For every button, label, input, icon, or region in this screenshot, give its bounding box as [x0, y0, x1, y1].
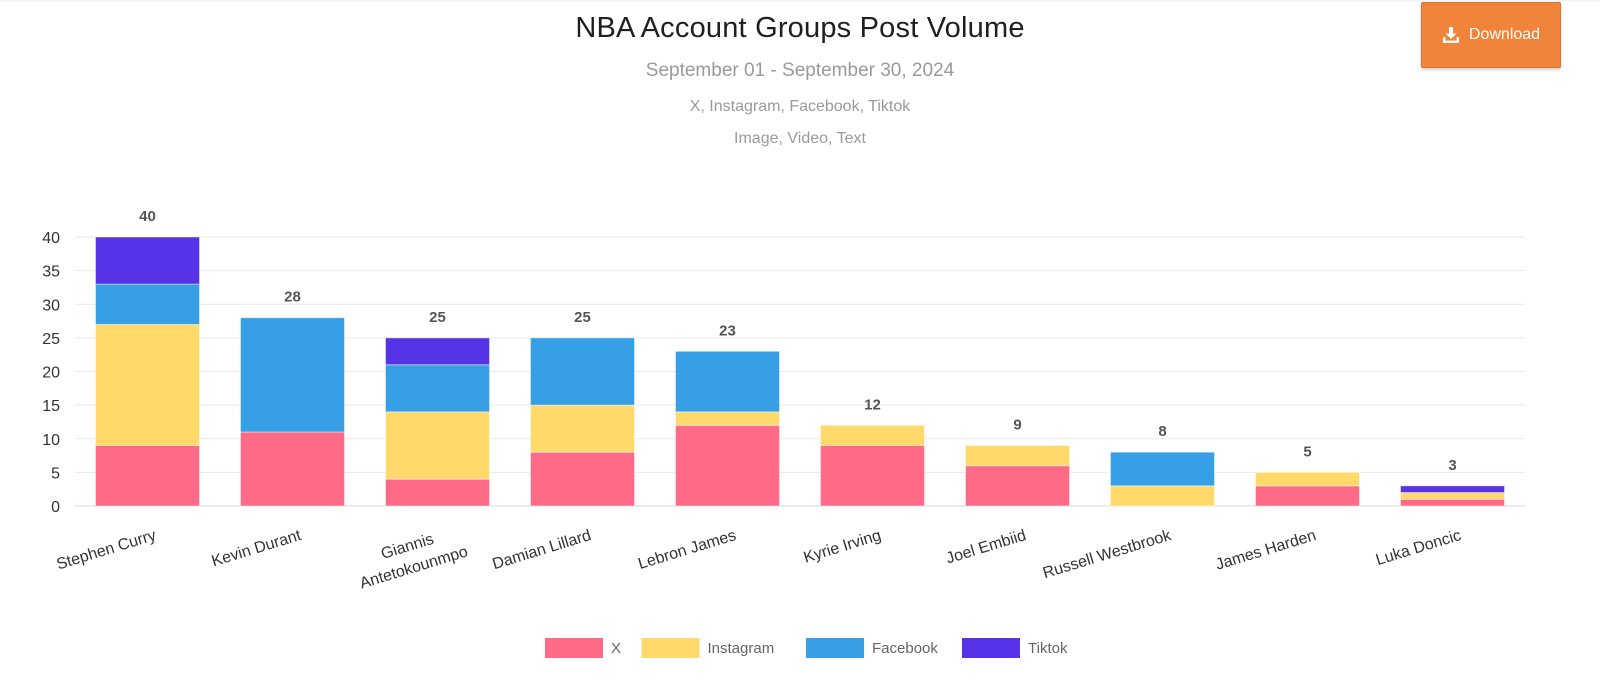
x-tick-label: GiannisAntetokounmpo — [351, 522, 470, 592]
bar-segment-facebook — [1110, 451, 1215, 487]
x-tick-label: Damian Lillard — [490, 527, 593, 573]
bar-segment-instagram — [965, 444, 1070, 467]
legend-label-instagram: Instagram — [708, 640, 775, 657]
bar-segment-facebook — [530, 337, 635, 406]
bar-segment-x — [1400, 498, 1505, 507]
x-tick-label: Luka Doncic — [1374, 527, 1463, 569]
bar-segment-instagram — [530, 404, 635, 453]
legend-swatch-instagram — [641, 638, 700, 658]
bar-segment-facebook — [240, 317, 345, 433]
bar-segment-tiktok — [1400, 485, 1505, 494]
x-tick-label: James Harden — [1214, 527, 1318, 574]
bar-segment-instagram — [820, 424, 925, 446]
x-tick-label: Kevin Durant — [210, 527, 304, 570]
platforms-filter: X, Instagram, Facebook, Tiktok — [689, 98, 911, 115]
x-tick-label: Kyrie Irving — [802, 527, 884, 567]
y-tick-label: 10 — [42, 432, 60, 449]
y-tick-label: 25 — [42, 331, 60, 348]
y-tick-label: 15 — [42, 398, 60, 415]
bar-total-label: 23 — [719, 322, 736, 339]
legend-swatch-facebook — [806, 638, 864, 658]
bar-segment-x — [385, 478, 490, 507]
x-tick-label: Lebron James — [636, 527, 738, 573]
download-button[interactable]: Download — [1421, 2, 1561, 68]
bar-segment-x — [965, 465, 1070, 507]
legend-label-facebook: Facebook — [872, 640, 938, 657]
date-range: September 01 - September 30, 2024 — [645, 60, 955, 81]
download-label: Download — [1468, 26, 1541, 43]
bar-segment-x — [1255, 485, 1360, 507]
download-icon — [1442, 26, 1460, 44]
bar-segment-instagram — [1110, 485, 1215, 507]
bar-total-label: 40 — [139, 208, 156, 225]
bar-total-label: 12 — [864, 396, 881, 413]
bar-segment-instagram — [1255, 471, 1360, 487]
bar-total-label: 25 — [574, 309, 591, 326]
top-shadow — [0, 0, 1600, 3]
bar-segment-tiktok — [95, 236, 200, 285]
bar-segment-tiktok — [385, 337, 490, 366]
bar-segment-x — [95, 444, 200, 507]
y-tick-label: 30 — [42, 297, 60, 314]
legend-label-tiktok: Tiktok — [1028, 640, 1068, 657]
content-types-filter: Image, Video, Text — [734, 130, 866, 147]
bar-segment-instagram — [385, 411, 490, 480]
y-tick-label: 40 — [42, 230, 60, 247]
bar-segment-instagram — [1400, 492, 1505, 500]
bar-total-label: 5 — [1303, 443, 1311, 460]
bar-segment-x — [675, 424, 780, 507]
bar-total-label: 25 — [429, 309, 446, 326]
bar-segment-instagram — [675, 411, 780, 426]
x-tick-label: Stephen Curry — [55, 527, 159, 573]
bar-segment-x — [530, 451, 635, 507]
bar-segment-instagram — [95, 323, 200, 446]
bar-total-label: 28 — [284, 289, 301, 306]
bar-total-label: 9 — [1013, 416, 1021, 433]
bar-segment-facebook — [385, 364, 490, 413]
bar-segment-x — [240, 431, 345, 507]
legend-swatch-x — [545, 638, 603, 658]
bar-total-label: 8 — [1158, 423, 1166, 440]
y-tick-label: 5 — [51, 465, 60, 482]
bar-segment-facebook — [95, 283, 200, 325]
chart-title: NBA Account Groups Post Volume — [575, 12, 1025, 44]
x-tick-label: Russell Westbrook — [1041, 527, 1174, 582]
x-tick-label: Joel Embiid — [944, 527, 1028, 567]
bar-total-label: 3 — [1448, 457, 1456, 474]
bar-segment-x — [820, 444, 925, 507]
y-tick-label: 0 — [51, 499, 60, 516]
y-tick-label: 35 — [42, 264, 60, 281]
legend-label-x: X — [611, 640, 621, 657]
y-tick-label: 20 — [42, 365, 60, 382]
bar-segment-facebook — [675, 350, 780, 413]
legend-swatch-tiktok — [962, 638, 1020, 658]
